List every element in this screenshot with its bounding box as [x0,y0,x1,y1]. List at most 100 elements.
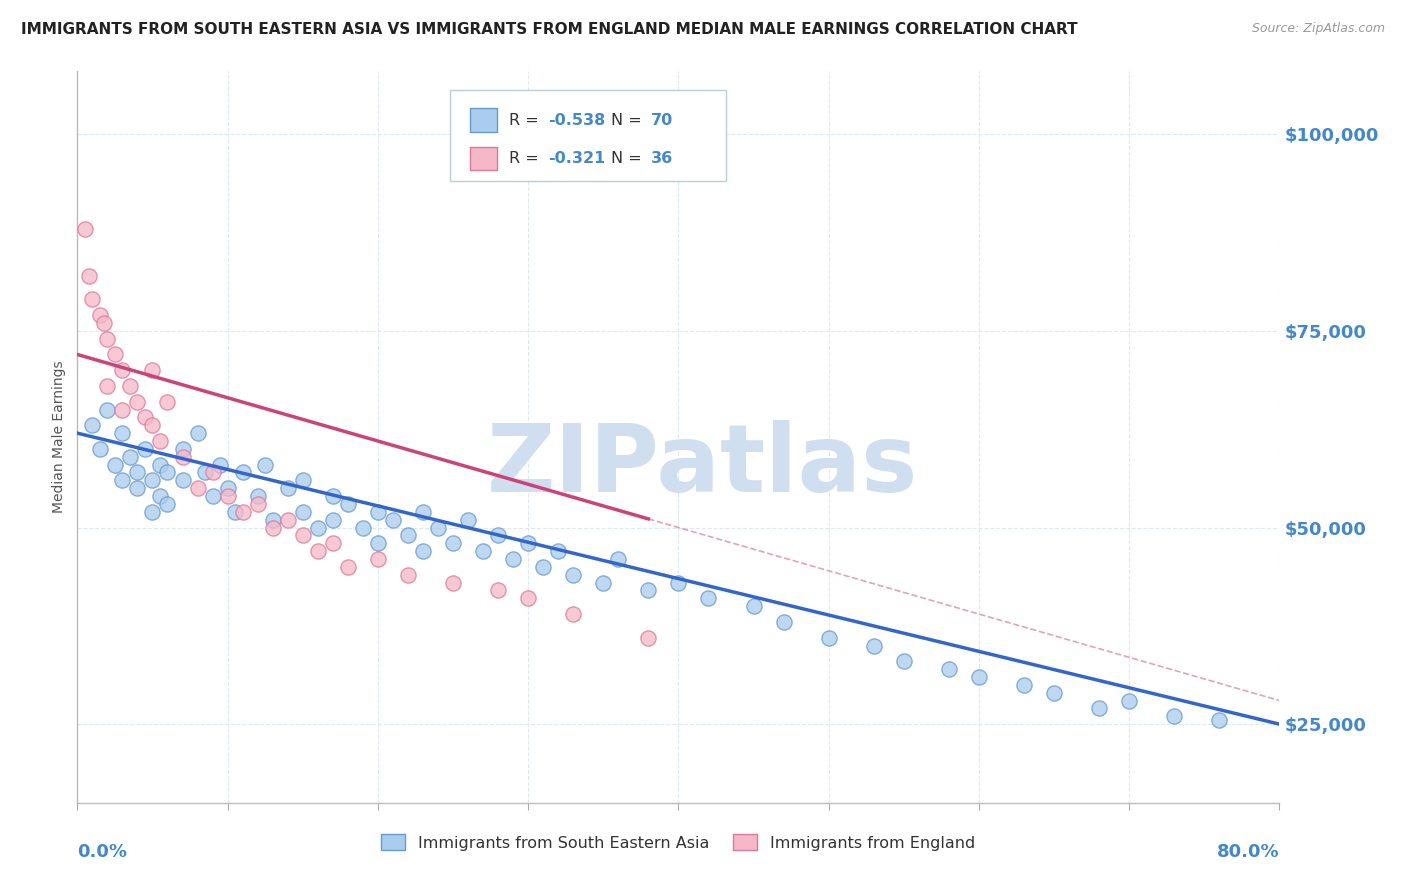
Point [367,552,389,566]
Point [562,567,585,582]
Point [938,662,960,676]
Point [486,528,509,542]
Point [322,536,344,550]
Point [111,363,134,377]
Point [607,552,630,566]
Point [307,520,329,534]
Point [381,513,404,527]
Point [322,513,344,527]
Point [592,575,614,590]
Point [246,497,269,511]
Point [232,466,254,480]
Point [82,293,104,307]
Point [486,583,509,598]
Point [277,481,299,495]
Point [141,418,163,433]
Point [104,458,127,472]
Point [517,591,540,606]
Point [262,513,284,527]
Point [96,332,118,346]
Point [134,442,156,456]
Point [172,450,194,464]
Point [893,654,915,668]
Point [79,268,101,283]
Point [1118,693,1140,707]
Point [201,466,224,480]
Point [186,481,209,495]
Point [127,394,149,409]
Point [232,505,254,519]
Point [336,559,359,574]
Point [172,442,194,456]
Point [967,670,990,684]
Point [396,528,419,542]
Point [862,639,884,653]
FancyBboxPatch shape [450,90,727,181]
Point [637,631,659,645]
Point [104,347,127,361]
Point [668,575,690,590]
Point [441,536,464,550]
Point [427,520,450,534]
Point [472,544,495,558]
Point [89,308,111,322]
Point [637,583,659,598]
Point [118,450,141,464]
Point [697,591,720,606]
Point [186,426,209,441]
Point [96,402,118,417]
Point [73,221,96,235]
Point [562,607,585,621]
Point [93,316,115,330]
Text: N =: N = [612,151,647,166]
Point [209,458,232,472]
Point [277,513,299,527]
Point [502,552,524,566]
Point [1208,713,1230,727]
Point [111,402,134,417]
Point [96,379,118,393]
Text: Source: ZipAtlas.com: Source: ZipAtlas.com [1251,22,1385,36]
Point [194,466,217,480]
Point [89,442,111,456]
Point [531,559,554,574]
Bar [471,146,496,170]
Text: 70: 70 [651,112,673,128]
Point [457,513,479,527]
Point [367,505,389,519]
Point [111,473,134,487]
Point [127,466,149,480]
Point [441,575,464,590]
Text: -0.538: -0.538 [548,112,606,128]
Legend: Immigrants from South Eastern Asia, Immigrants from England: Immigrants from South Eastern Asia, Immi… [375,828,981,857]
Point [156,466,179,480]
Point [1088,701,1111,715]
Point [772,615,794,629]
Text: -0.321: -0.321 [548,151,606,166]
Point [254,458,277,472]
Point [291,473,314,487]
Point [141,505,163,519]
Bar [471,108,496,132]
Point [262,520,284,534]
Point [336,497,359,511]
Point [111,426,134,441]
Point [149,458,172,472]
Point [412,544,434,558]
Point [201,489,224,503]
Text: 36: 36 [651,151,673,166]
Point [1012,678,1035,692]
Point [412,505,434,519]
Point [149,434,172,448]
Point [217,489,239,503]
Point [246,489,269,503]
Text: R =: R = [509,151,544,166]
Point [547,544,569,558]
Text: N =: N = [612,112,647,128]
Point [224,505,246,519]
Text: IMMIGRANTS FROM SOUTH EASTERN ASIA VS IMMIGRANTS FROM ENGLAND MEDIAN MALE EARNIN: IMMIGRANTS FROM SOUTH EASTERN ASIA VS IM… [21,22,1078,37]
Text: 0.0%: 0.0% [77,843,128,861]
Point [517,536,540,550]
Point [291,528,314,542]
Text: 80.0%: 80.0% [1216,843,1279,861]
